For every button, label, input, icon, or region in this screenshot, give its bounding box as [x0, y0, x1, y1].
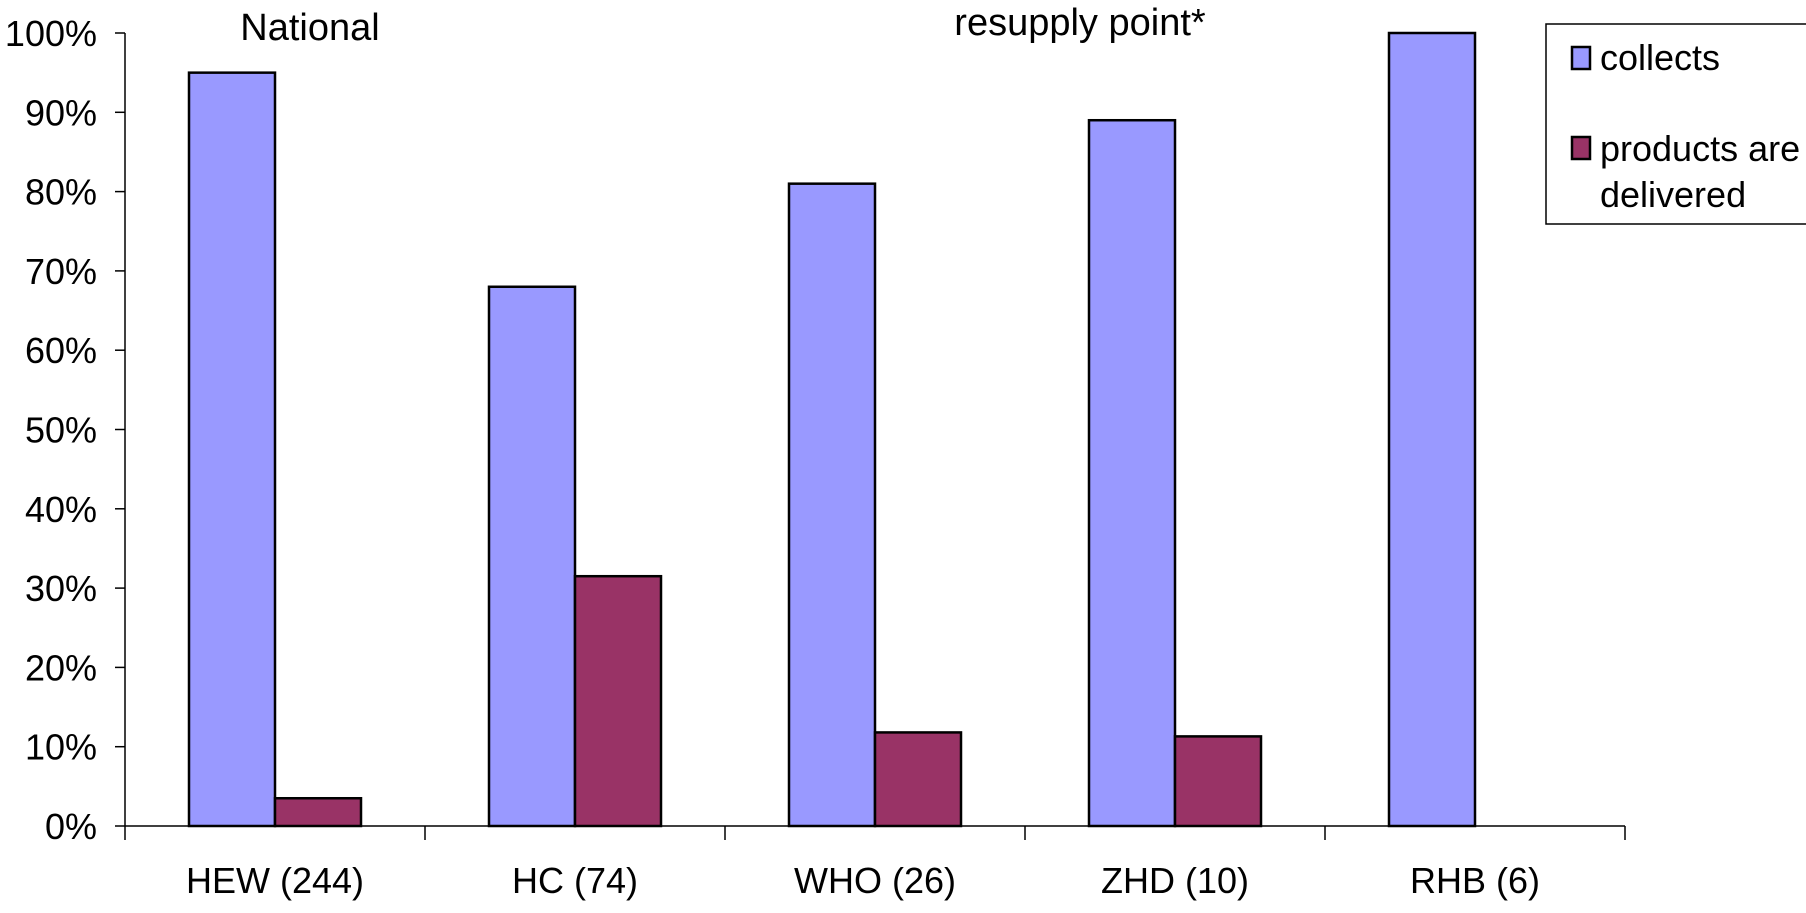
bar-products-are-delivered-2 [873, 731, 963, 828]
legend-box [1545, 23, 1806, 225]
y-tick-label: 70% [25, 251, 97, 292]
y-tick-label: 20% [25, 647, 97, 688]
x-axis: HEW (244) HC (74) WHO (26) ZHD (10) RHB (6) [124, 825, 1626, 901]
chart-title-left: National [240, 7, 379, 49]
bar-products-are-delivered-3 [1173, 735, 1263, 828]
x-category-label: WHO (26) [794, 860, 956, 901]
y-tick-label: 90% [25, 92, 97, 133]
legend-swatch-collects [1570, 45, 1592, 71]
y-tick-label: 60% [25, 330, 97, 371]
x-category-label: ZHD (10) [1101, 860, 1249, 901]
bar-collects-4 [1387, 31, 1477, 828]
bar-collects-3 [1087, 118, 1177, 828]
y-tick-label: 40% [25, 489, 97, 530]
y-tick-label: 50% [25, 410, 97, 451]
y-axis: 0% 10% 20% 30% 40% 50% 60% 70% 80% 90% 100% [5, 13, 126, 847]
legend-label-line-2: delivered [1600, 174, 1746, 215]
chart-title-right: resupply point* [954, 2, 1206, 44]
y-tick-label: 80% [25, 172, 97, 213]
x-category-label: RHB (6) [1410, 860, 1540, 901]
y-tick-label: 10% [25, 727, 97, 768]
bars [187, 31, 1477, 828]
bar-collects-1 [487, 285, 577, 828]
title-area: National resupply point* [240, 2, 1206, 49]
legend-label-products-delivered: products are delivered [1600, 128, 1806, 215]
bar-products-are-delivered-1 [573, 574, 663, 828]
x-category-label: HEW (244) [186, 860, 364, 901]
bar-collects-0 [187, 71, 277, 828]
legend-label-collects: collects [1600, 37, 1720, 78]
legend-label-line-1: products are [1600, 128, 1800, 169]
y-tick-label: 100% [5, 13, 97, 54]
bar-collects-2 [787, 182, 877, 828]
legend: collects products are delivered [1545, 23, 1806, 225]
y-tick-label: 30% [25, 568, 97, 609]
x-category-label: HC (74) [512, 860, 638, 901]
legend-swatch-products-delivered [1570, 135, 1592, 161]
bar-products-are-delivered-0 [273, 796, 363, 828]
y-tick-label: 0% [45, 806, 97, 847]
